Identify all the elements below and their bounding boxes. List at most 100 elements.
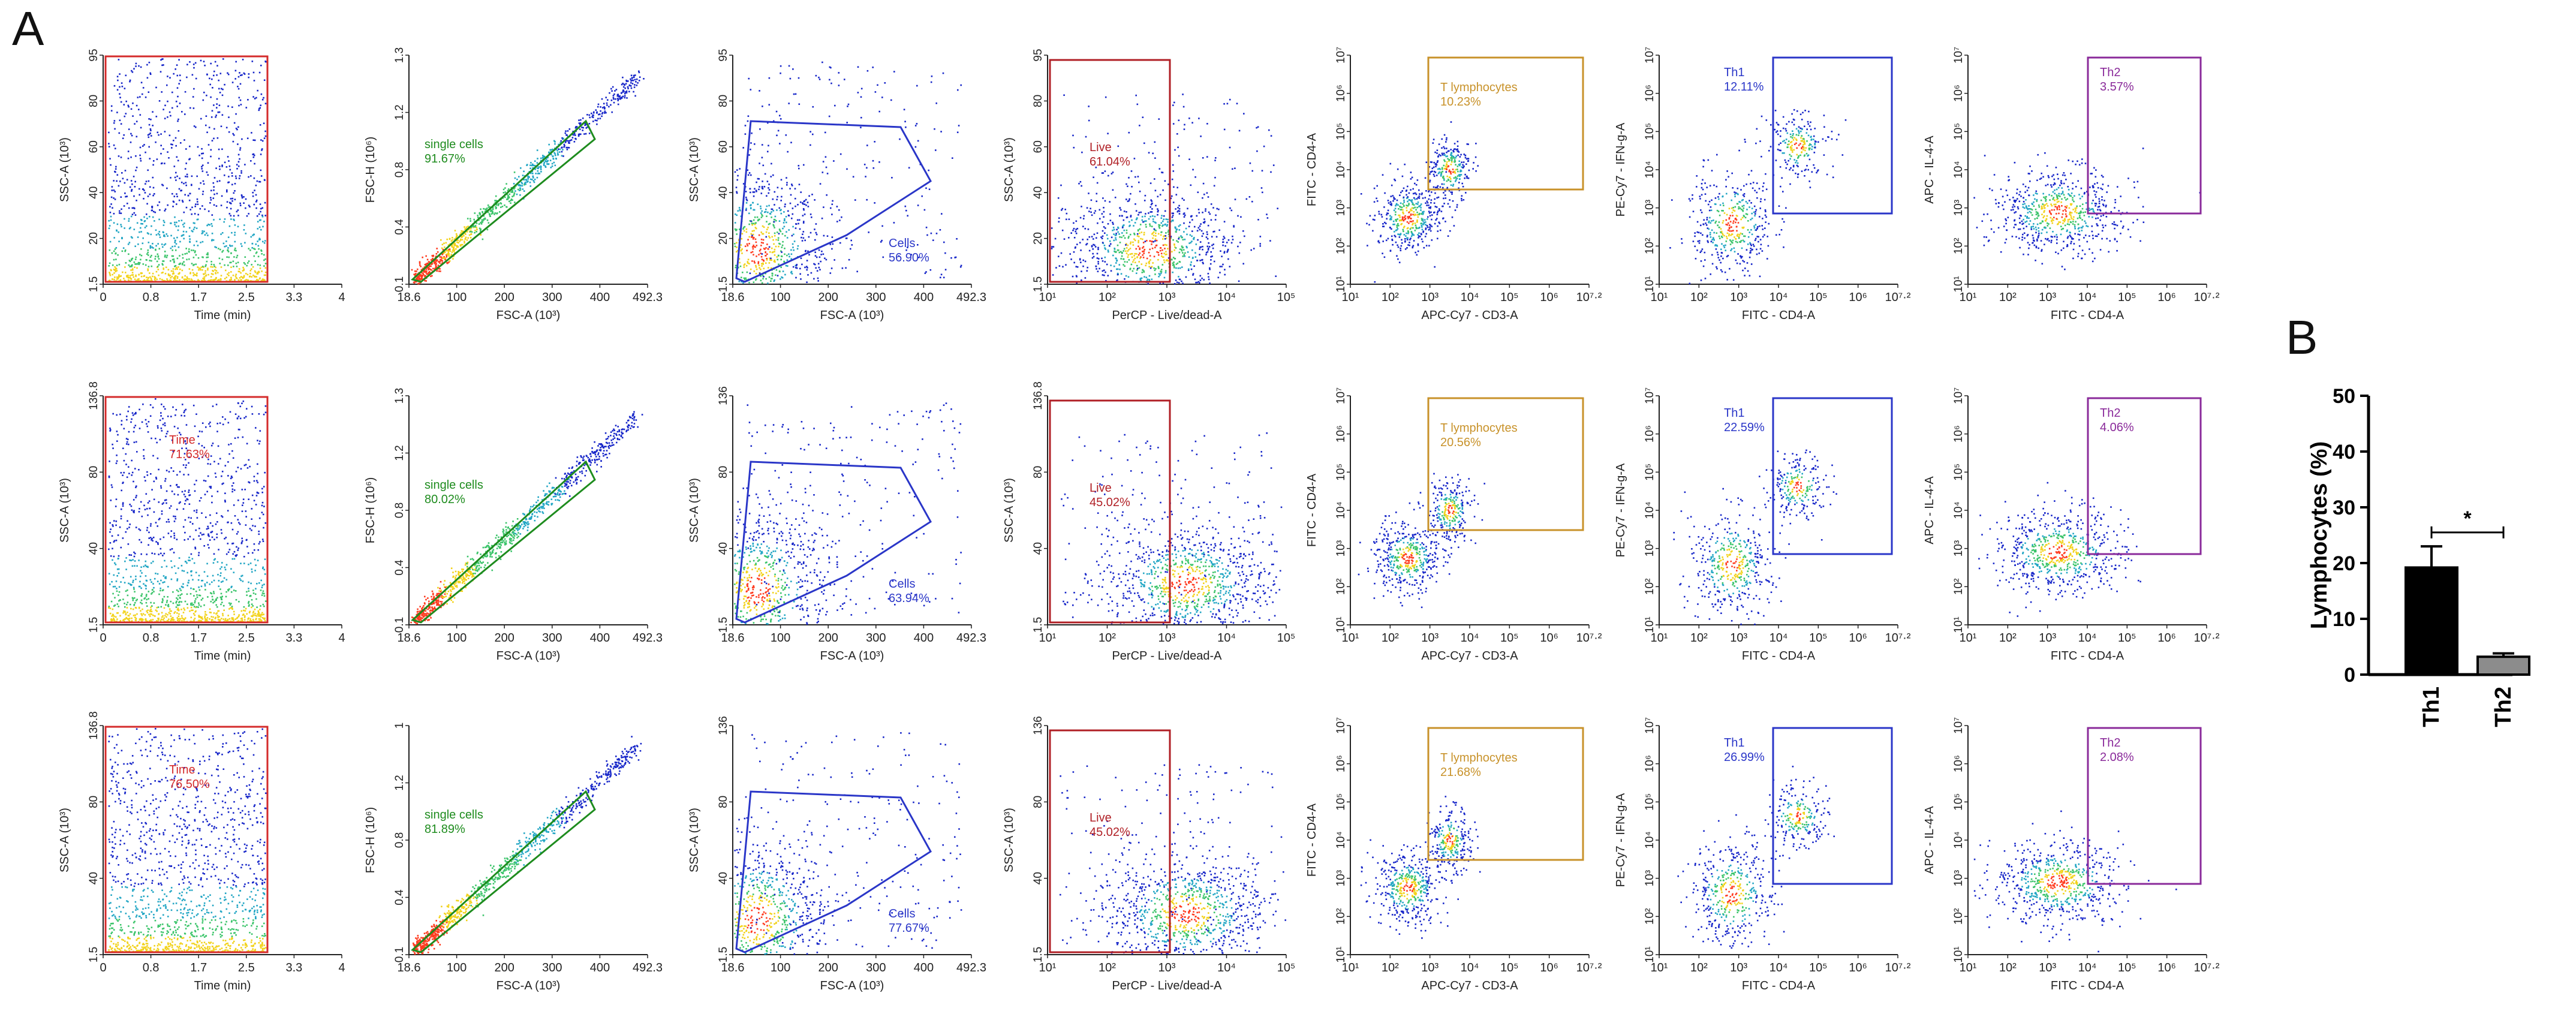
event-dot	[1415, 224, 1417, 227]
event-dot	[260, 250, 263, 252]
event-dot	[492, 208, 494, 210]
event-dot	[1403, 234, 1406, 236]
event-dot	[1215, 157, 1217, 159]
event-dot	[228, 131, 230, 133]
event-dot	[1421, 224, 1423, 227]
event-dot	[1443, 168, 1446, 170]
event-dot	[1707, 227, 1709, 229]
event-dot	[798, 222, 799, 225]
event-dot	[1781, 218, 1783, 220]
event-dot	[1126, 216, 1128, 218]
event-dot	[592, 114, 594, 116]
event-dot	[633, 74, 635, 77]
event-dot	[1199, 241, 1202, 243]
event-dot	[464, 240, 465, 242]
event-dot	[508, 188, 510, 190]
event-dot	[1152, 152, 1154, 155]
event-dot	[230, 207, 232, 210]
event-dot	[200, 242, 201, 243]
event-dot	[199, 207, 201, 210]
event-dot	[941, 213, 943, 215]
event-dot	[1115, 233, 1117, 234]
event-dot	[745, 198, 748, 200]
event-dot	[1783, 246, 1784, 248]
event-dot	[1731, 207, 1733, 209]
event-dot	[921, 195, 923, 197]
event-dot	[1087, 228, 1090, 230]
event-dot	[263, 279, 266, 281]
event-dot	[817, 263, 820, 265]
event-dot	[135, 169, 137, 171]
event-dot	[178, 83, 180, 85]
event-dot	[176, 221, 177, 224]
event-dot	[152, 275, 154, 278]
event-dot	[127, 203, 128, 204]
event-dot	[235, 61, 237, 63]
event-dot	[459, 239, 462, 241]
event-dot	[950, 257, 952, 259]
event-dot	[1467, 158, 1469, 160]
event-dot	[1234, 198, 1236, 200]
event-dot	[1206, 156, 1208, 158]
event-dot	[628, 85, 631, 86]
event-dot	[114, 198, 116, 200]
event-dot	[195, 126, 197, 128]
event-dot	[496, 200, 498, 202]
event-dot	[616, 98, 619, 100]
event-dot	[773, 221, 775, 223]
event-dot	[424, 275, 426, 277]
event-dot	[1144, 194, 1146, 197]
event-dot	[1238, 130, 1241, 132]
event-dot	[857, 66, 859, 68]
event-dot	[1143, 270, 1145, 272]
event-dot	[258, 107, 260, 110]
event-dot	[1256, 150, 1258, 152]
event-dot	[502, 197, 504, 199]
event-dot	[1095, 266, 1097, 267]
event-dot	[149, 216, 151, 218]
event-dot	[471, 231, 473, 233]
event-dot	[428, 269, 429, 270]
event-dot	[850, 239, 852, 242]
event-dot	[1176, 133, 1178, 135]
event-dot	[1431, 161, 1433, 163]
event-dot	[221, 88, 222, 90]
event-dot	[1097, 246, 1099, 249]
event-dot	[1134, 203, 1136, 205]
event-dot	[498, 203, 500, 205]
event-dot	[780, 209, 782, 211]
event-dot	[1698, 242, 1701, 244]
event-dot	[1381, 216, 1383, 218]
x-tick-label: 10⁴	[1461, 291, 1479, 304]
event-dot	[1437, 185, 1439, 187]
event-dot	[552, 155, 553, 158]
event-dot	[1192, 273, 1194, 275]
event-dot	[1737, 222, 1740, 224]
event-dot	[1705, 200, 1707, 202]
event-dot	[263, 137, 266, 139]
event-dot	[131, 258, 133, 260]
event-dot	[474, 230, 476, 231]
event-dot	[143, 220, 146, 222]
event-dot	[435, 253, 438, 255]
event-dot	[136, 136, 138, 138]
event-dot	[1413, 214, 1415, 216]
event-dot	[239, 202, 241, 204]
event-dot	[580, 133, 582, 136]
event-dot	[1416, 213, 1419, 216]
event-dot	[194, 227, 195, 228]
event-dot	[1236, 103, 1238, 104]
event-dot	[148, 279, 150, 282]
event-dot	[1130, 216, 1132, 218]
event-dot	[740, 244, 742, 246]
event-dot	[448, 249, 450, 251]
event-dot	[1451, 191, 1453, 193]
event-dot	[1173, 243, 1175, 245]
event-dot	[253, 80, 255, 82]
event-dot	[1058, 217, 1060, 219]
event-dot	[815, 233, 818, 236]
event-dot	[1081, 185, 1082, 187]
event-dot	[547, 163, 550, 165]
event-dot	[184, 275, 186, 277]
